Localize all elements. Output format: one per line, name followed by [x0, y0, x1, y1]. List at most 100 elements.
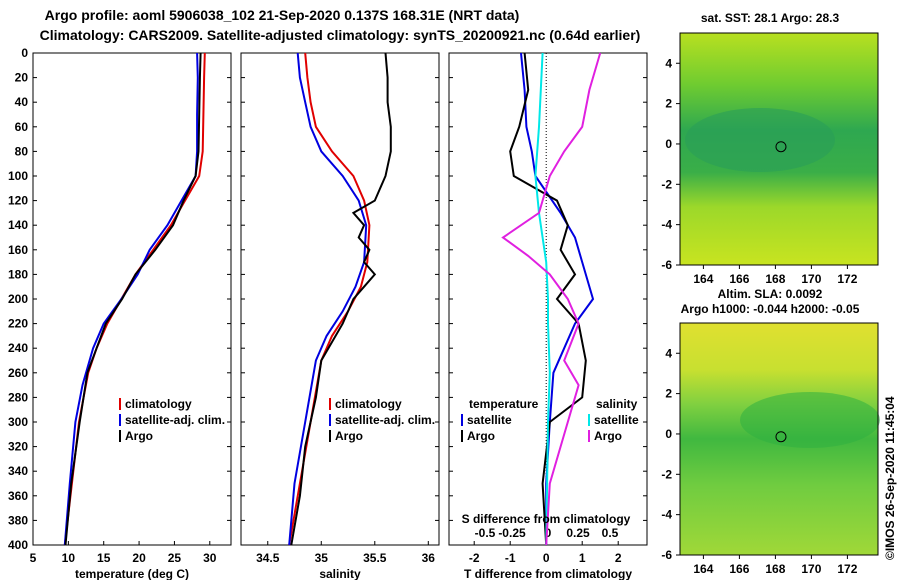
top-x-axis-label: S difference from climatology [462, 512, 631, 526]
map-x-tick-label: 170 [801, 272, 821, 286]
x-tick-label: 2 [615, 551, 622, 565]
x-tick-label: 15 [97, 551, 111, 565]
x-tick-label: 34.5 [256, 551, 280, 565]
sla-map-panel: Altim. SLA: 0.0092 Argo h1000: -0.044 h2… [661, 287, 880, 576]
y-tick-label: 100 [8, 169, 28, 183]
top-x-tick-label: 0.5 [602, 526, 619, 540]
map-x-tick-label: 166 [729, 272, 749, 286]
map-y-tick-label: -4 [661, 218, 672, 232]
sst-map-title: sat. SST: 28.1 Argo: 28.3 [701, 11, 840, 25]
y-tick-label: 260 [8, 366, 28, 380]
x-tick-label: 20 [132, 551, 146, 565]
map-x-tick-label: 170 [801, 562, 821, 576]
legend-temperature-title: temperature [469, 397, 539, 411]
temperature-legend: climatology satellite-adj. clim. Argo [119, 397, 225, 443]
y-tick-label: 340 [8, 464, 28, 478]
y-tick-label: 140 [8, 218, 28, 232]
legend-climatology-label: climatology [335, 397, 402, 411]
x-axis-label: temperature (deg C) [75, 567, 189, 580]
argo-float-position-marker [775, 141, 787, 153]
map-x-tick-label: 172 [837, 272, 857, 286]
map-y-tick-label: -4 [661, 508, 672, 522]
y-tick-label: 240 [8, 341, 28, 355]
map-y-tick-label: 0 [665, 137, 672, 151]
series-salinity-argo-line [501, 52, 602, 546]
y-tick-label: 400 [8, 538, 28, 552]
y-tick-label: 120 [8, 194, 28, 208]
x-tick-label: 35 [315, 551, 329, 565]
figure-title-line-2: Climatology: CARS2009. Satellite-adjuste… [40, 27, 641, 43]
top-x-tick-label: -0.5 [475, 526, 496, 540]
y-tick-label: 300 [8, 415, 28, 429]
difference-profile-panel: -2 -1 0 1 2 T difference from climatology -0.5… [448, 52, 648, 580]
map-y-tick-label: 2 [665, 387, 672, 401]
plot-frame [240, 52, 440, 546]
series-satellite-adj-clim--line [63, 52, 199, 546]
series-salinity-satellite-line [534, 52, 551, 546]
y-tick-label: 20 [15, 71, 29, 85]
x-tick-label: 5 [30, 551, 37, 565]
x-axis-label: salinity [319, 567, 361, 580]
legend-argo-label: Argo [125, 429, 153, 443]
x-tick-label: 36 [422, 551, 436, 565]
map-y-tick-label: -6 [661, 258, 672, 272]
series-temperature-argo-line [509, 52, 587, 546]
legend-sal-argo-label: Argo [594, 429, 622, 443]
salinity-legend: climatology satellite-adj. clim. Argo [329, 397, 435, 443]
figure-title-line-1: Argo profile: aoml 5906038_102 21-Sep-20… [45, 7, 520, 23]
sst-map-panel: sat. SST: 28.1 Argo: 28.3 164 166 168 170 17… [661, 11, 879, 286]
top-x-tick-label: -0.25 [498, 526, 526, 540]
legend-temp-satellite-label: satellite [467, 413, 512, 427]
y-tick-label: 160 [8, 243, 28, 257]
y-tick-label: 200 [8, 292, 28, 306]
legend-satellite-label: satellite-adj. clim. [335, 413, 435, 427]
map-y-tick-label: 0 [665, 427, 672, 441]
y-tick-label: 40 [15, 95, 29, 109]
map-x-tick-label: 166 [729, 562, 749, 576]
series-temperature-satellite-line [520, 52, 595, 545]
legend-salinity-title: salinity [596, 397, 638, 411]
x-tick-label: 10 [62, 551, 76, 565]
y-tick-label: 380 [8, 513, 28, 527]
copyright-footer: ©IMOS 26-Sep-2020 11:45:04 [883, 396, 897, 560]
y-tick-label: 320 [8, 440, 28, 454]
x-tick-label: 25 [168, 551, 182, 565]
x-tick-label: 0 [543, 551, 550, 565]
legend-climatology-label: climatology [125, 397, 192, 411]
map-x-tick-label: 164 [693, 272, 713, 286]
sla-map-frame [679, 322, 879, 556]
sla-map-subtitle: Argo h1000: -0.044 h2000: -0.05 [681, 302, 860, 316]
x-axis-label: T difference from climatology [464, 567, 632, 580]
x-tick-label: 35.5 [363, 551, 387, 565]
sst-map-frame [679, 32, 879, 266]
top-x-tick-label: 0 [545, 526, 552, 540]
difference-legend: temperature salinity satellite Argo sate… [461, 397, 639, 526]
series-argo-line [290, 52, 392, 546]
legend-argo-label: Argo [335, 429, 363, 443]
map-y-tick-label: 4 [665, 56, 672, 70]
y-tick-label: 60 [15, 120, 29, 134]
map-y-tick-label: -2 [661, 177, 672, 191]
sla-low-region [740, 392, 880, 448]
map-y-tick-label: 4 [665, 346, 672, 360]
legend-sal-satellite-label: satellite [594, 413, 639, 427]
y-tick-label: 280 [8, 390, 28, 404]
y-tick-label: 220 [8, 317, 28, 331]
map-y-tick-label: 2 [665, 97, 672, 111]
y-tick-label: 80 [15, 144, 29, 158]
salinity-profile-panel: 34.5 35 35.5 36 salinity [240, 52, 440, 580]
map-x-tick-label: 168 [765, 562, 785, 576]
plot-frame [32, 52, 232, 546]
y-tick-label: 360 [8, 489, 28, 503]
legend-temp-argo-label: Argo [467, 429, 495, 443]
series-argo-line [64, 52, 202, 546]
map-x-tick-label: 164 [693, 562, 713, 576]
sla-map-title: Altim. SLA: 0.0092 [718, 287, 823, 301]
map-y-tick-label: -6 [661, 548, 672, 562]
x-tick-label: 30 [203, 551, 217, 565]
x-tick-label: -1 [505, 551, 516, 565]
x-tick-label: -2 [469, 551, 480, 565]
y-tick-label: 180 [8, 267, 28, 281]
top-x-tick-label: 0.25 [566, 526, 590, 540]
